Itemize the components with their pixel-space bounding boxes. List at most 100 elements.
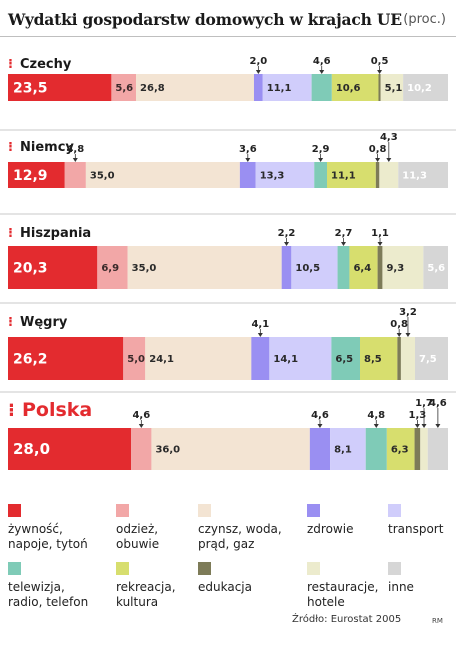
legend-swatch [8,504,21,517]
legend-swatch [8,562,21,575]
bar-segment [378,74,381,101]
data-label: 0,8 [369,144,387,155]
legend-label: restauracje, hotele [307,580,379,609]
bar-segment [349,246,378,289]
bar-segment [314,162,327,188]
data-label: 0,8 [390,319,408,330]
bar-segment [311,74,332,101]
bar-segment [400,337,415,380]
series-marker: ⁝ [8,315,13,330]
data-label: 3,2 [399,307,417,318]
data-label: 11,1 [331,171,356,182]
bar-segment [415,337,448,380]
legend-swatch [307,504,320,517]
credit-note: RM [432,617,443,625]
bar-segment [151,428,310,470]
chart-title: Wydatki gospodarstw domowych w krajach U… [8,10,402,29]
bar-segment [403,74,448,101]
legend-swatch [116,562,129,575]
data-label: 10,6 [336,83,361,94]
bar-segment [420,428,428,470]
bar-segment [8,74,112,101]
bar-segment [253,74,263,101]
bar-segment [8,337,124,380]
legend-swatch [388,562,401,575]
data-label: 11,3 [402,171,427,182]
bar-segment [327,162,376,188]
legend-swatch [198,562,211,575]
series-marker: ⁝ [8,400,15,421]
callout-arrow [405,333,411,337]
data-label: 14,1 [273,354,298,365]
data-label: 1,3 [409,410,427,421]
data-label: 8,5 [364,354,382,365]
data-label: 5,6 [115,83,133,94]
series-name: Hiszpania [20,226,91,241]
series-marker: ⁝ [8,140,13,155]
data-label: 10,5 [295,263,320,274]
bar-segment [97,246,128,289]
bar-segment [239,162,256,188]
bar-segment [382,246,424,289]
legend-swatch [388,504,401,517]
bar-segment [145,337,252,380]
data-label: 28,0 [13,440,50,458]
legend-label: transport [388,522,444,536]
bar-segment [269,337,332,380]
bar-segment [291,246,338,289]
bar-segment [251,337,270,380]
data-label: 20,3 [13,261,48,277]
data-label: 4,6 [429,398,447,409]
data-label: 4,6 [311,410,329,421]
bar-segment [85,162,240,188]
data-label: 8,1 [334,445,352,456]
data-label: 4,1 [251,319,269,330]
bar-segment [365,428,387,470]
data-label: 5,0 [127,354,145,365]
data-label: 13,3 [260,171,285,182]
data-label: 3,6 [239,144,257,155]
bar-segment [360,337,398,380]
bar-segment [331,74,379,101]
bar-row-3: ⁝ Węgry 26,2 5,0 24,1 14,1 6,5 8,5 7,5 4,1 0,83,2 [8,307,448,380]
bar-row-2: ⁝ Hiszpania 20,3 6,9 35,0 10,5 6,4 9,3 5,6 2,2 2,7… [8,226,448,289]
data-label: 2,7 [335,228,353,239]
callout-arrow [377,70,383,74]
data-label: 2,0 [250,56,268,67]
bar-segment [136,74,254,101]
bar-segment [337,246,350,289]
data-label: 4,6 [132,410,150,421]
series-marker: ⁝ [8,226,13,241]
data-label: 1,7 [415,398,433,409]
bar-segment [111,74,137,101]
series-name: Polska [22,399,92,421]
callout-arrow [421,424,427,428]
bar-segment [330,428,366,470]
bar-segment [8,428,132,470]
callout-arrow [435,424,441,428]
callout-arrow [377,242,383,246]
data-label: 4,3 [380,132,398,143]
data-label: 9,3 [386,263,404,274]
legend-swatch [307,562,320,575]
data-label: 36,0 [155,445,180,456]
data-label: 24,1 [149,354,174,365]
legend-label: telewizja, radio, telefon [8,580,89,609]
data-label: 0,5 [371,56,389,67]
callout-arrow [284,242,290,246]
stacked-bar-chart: ⁝ Czechy 23,5 5,6 26,8 11,1 10,6 5,1 10,2 2,0 4,6 0… [0,56,456,470]
legend-label: czynsz, woda, prąd, gaz [198,522,282,551]
data-label: 1,1 [371,228,389,239]
data-label: 23,5 [13,81,48,97]
bar-segment [127,246,282,289]
bar-segment [281,246,292,289]
source-note: Źródło: Eurostat 2005 [292,614,402,625]
callout-arrow [138,424,144,428]
legend-label: inne [388,580,414,594]
unit-label: (proc.) [403,12,446,27]
bar-segment [375,162,380,188]
callout-arrow [375,158,381,162]
data-label: 35,0 [90,171,115,182]
bar-segment [386,428,415,470]
